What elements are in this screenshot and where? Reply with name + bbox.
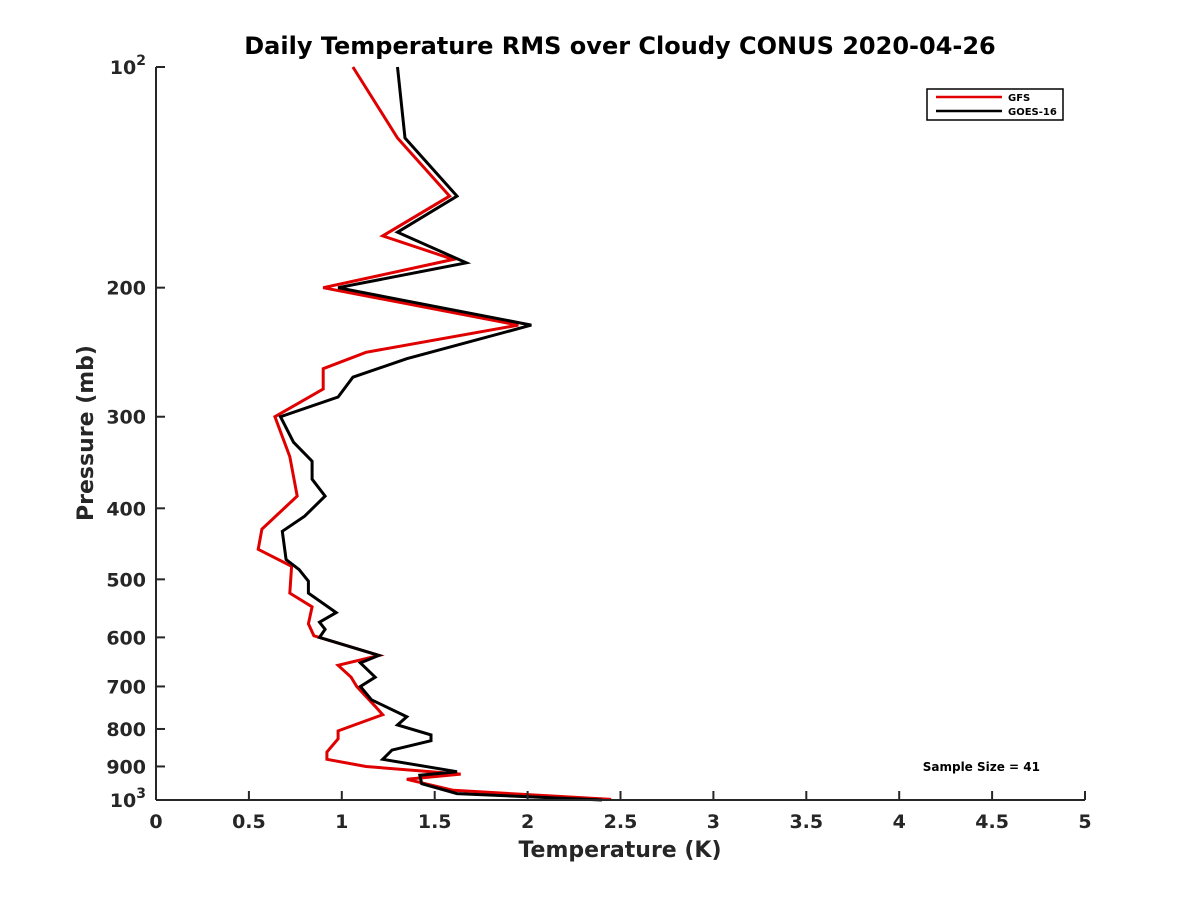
- legend-label-goes-16: GOES-16: [1008, 107, 1057, 118]
- legend: GFS GOES-16: [926, 88, 1064, 121]
- y-tick-label: 300: [106, 407, 146, 429]
- plot-background: [156, 67, 1085, 800]
- series-line-gfs: [256, 66, 612, 801]
- x-tick-label: 1: [335, 811, 348, 833]
- series-layer: [256, 66, 612, 802]
- y-tick-label: 102: [110, 53, 146, 79]
- series-line-goes-16: [278, 66, 602, 802]
- y-tick-label: 500: [106, 569, 146, 591]
- y-tick-label: 600: [106, 627, 146, 649]
- y-tick-label: 400: [106, 498, 146, 520]
- x-tick-label: 3: [707, 811, 720, 833]
- x-tick-label: 1.5: [418, 811, 452, 833]
- y-tick-label: 103: [110, 786, 146, 812]
- y-tick-label: 200: [106, 278, 146, 300]
- x-tick-label: 0: [149, 811, 162, 833]
- y-tick-label: 800: [106, 719, 146, 741]
- x-tick-label: 2: [521, 811, 534, 833]
- y-axis-label: Pressure (mb): [74, 345, 99, 521]
- x-tick-label: 4.5: [975, 811, 1009, 833]
- x-tick-label: 5: [1078, 811, 1091, 833]
- chart-title: Daily Temperature RMS over Cloudy CONUS …: [244, 32, 996, 60]
- y-tick-label: 700: [106, 676, 146, 698]
- legend-label-gfs: GFS: [1008, 93, 1030, 104]
- x-ticks: 0 0.5 1 1.5 2 2.5 3 3.5 4 4.5 5: [149, 791, 1092, 833]
- legend-box: [926, 88, 1064, 121]
- x-axis-label: Temperature (K): [518, 838, 721, 863]
- x-tick-label: 0.5: [232, 811, 266, 833]
- x-tick-label: 3.5: [789, 811, 823, 833]
- y-ticks: 102 200 300 400 500 600 700 800 900 103: [106, 53, 165, 812]
- x-tick-label: 2.5: [604, 811, 638, 833]
- y-tick-label: 900: [106, 756, 146, 778]
- x-tick-label: 4: [893, 811, 906, 833]
- sample-size-annotation: Sample Size = 41: [923, 760, 1040, 774]
